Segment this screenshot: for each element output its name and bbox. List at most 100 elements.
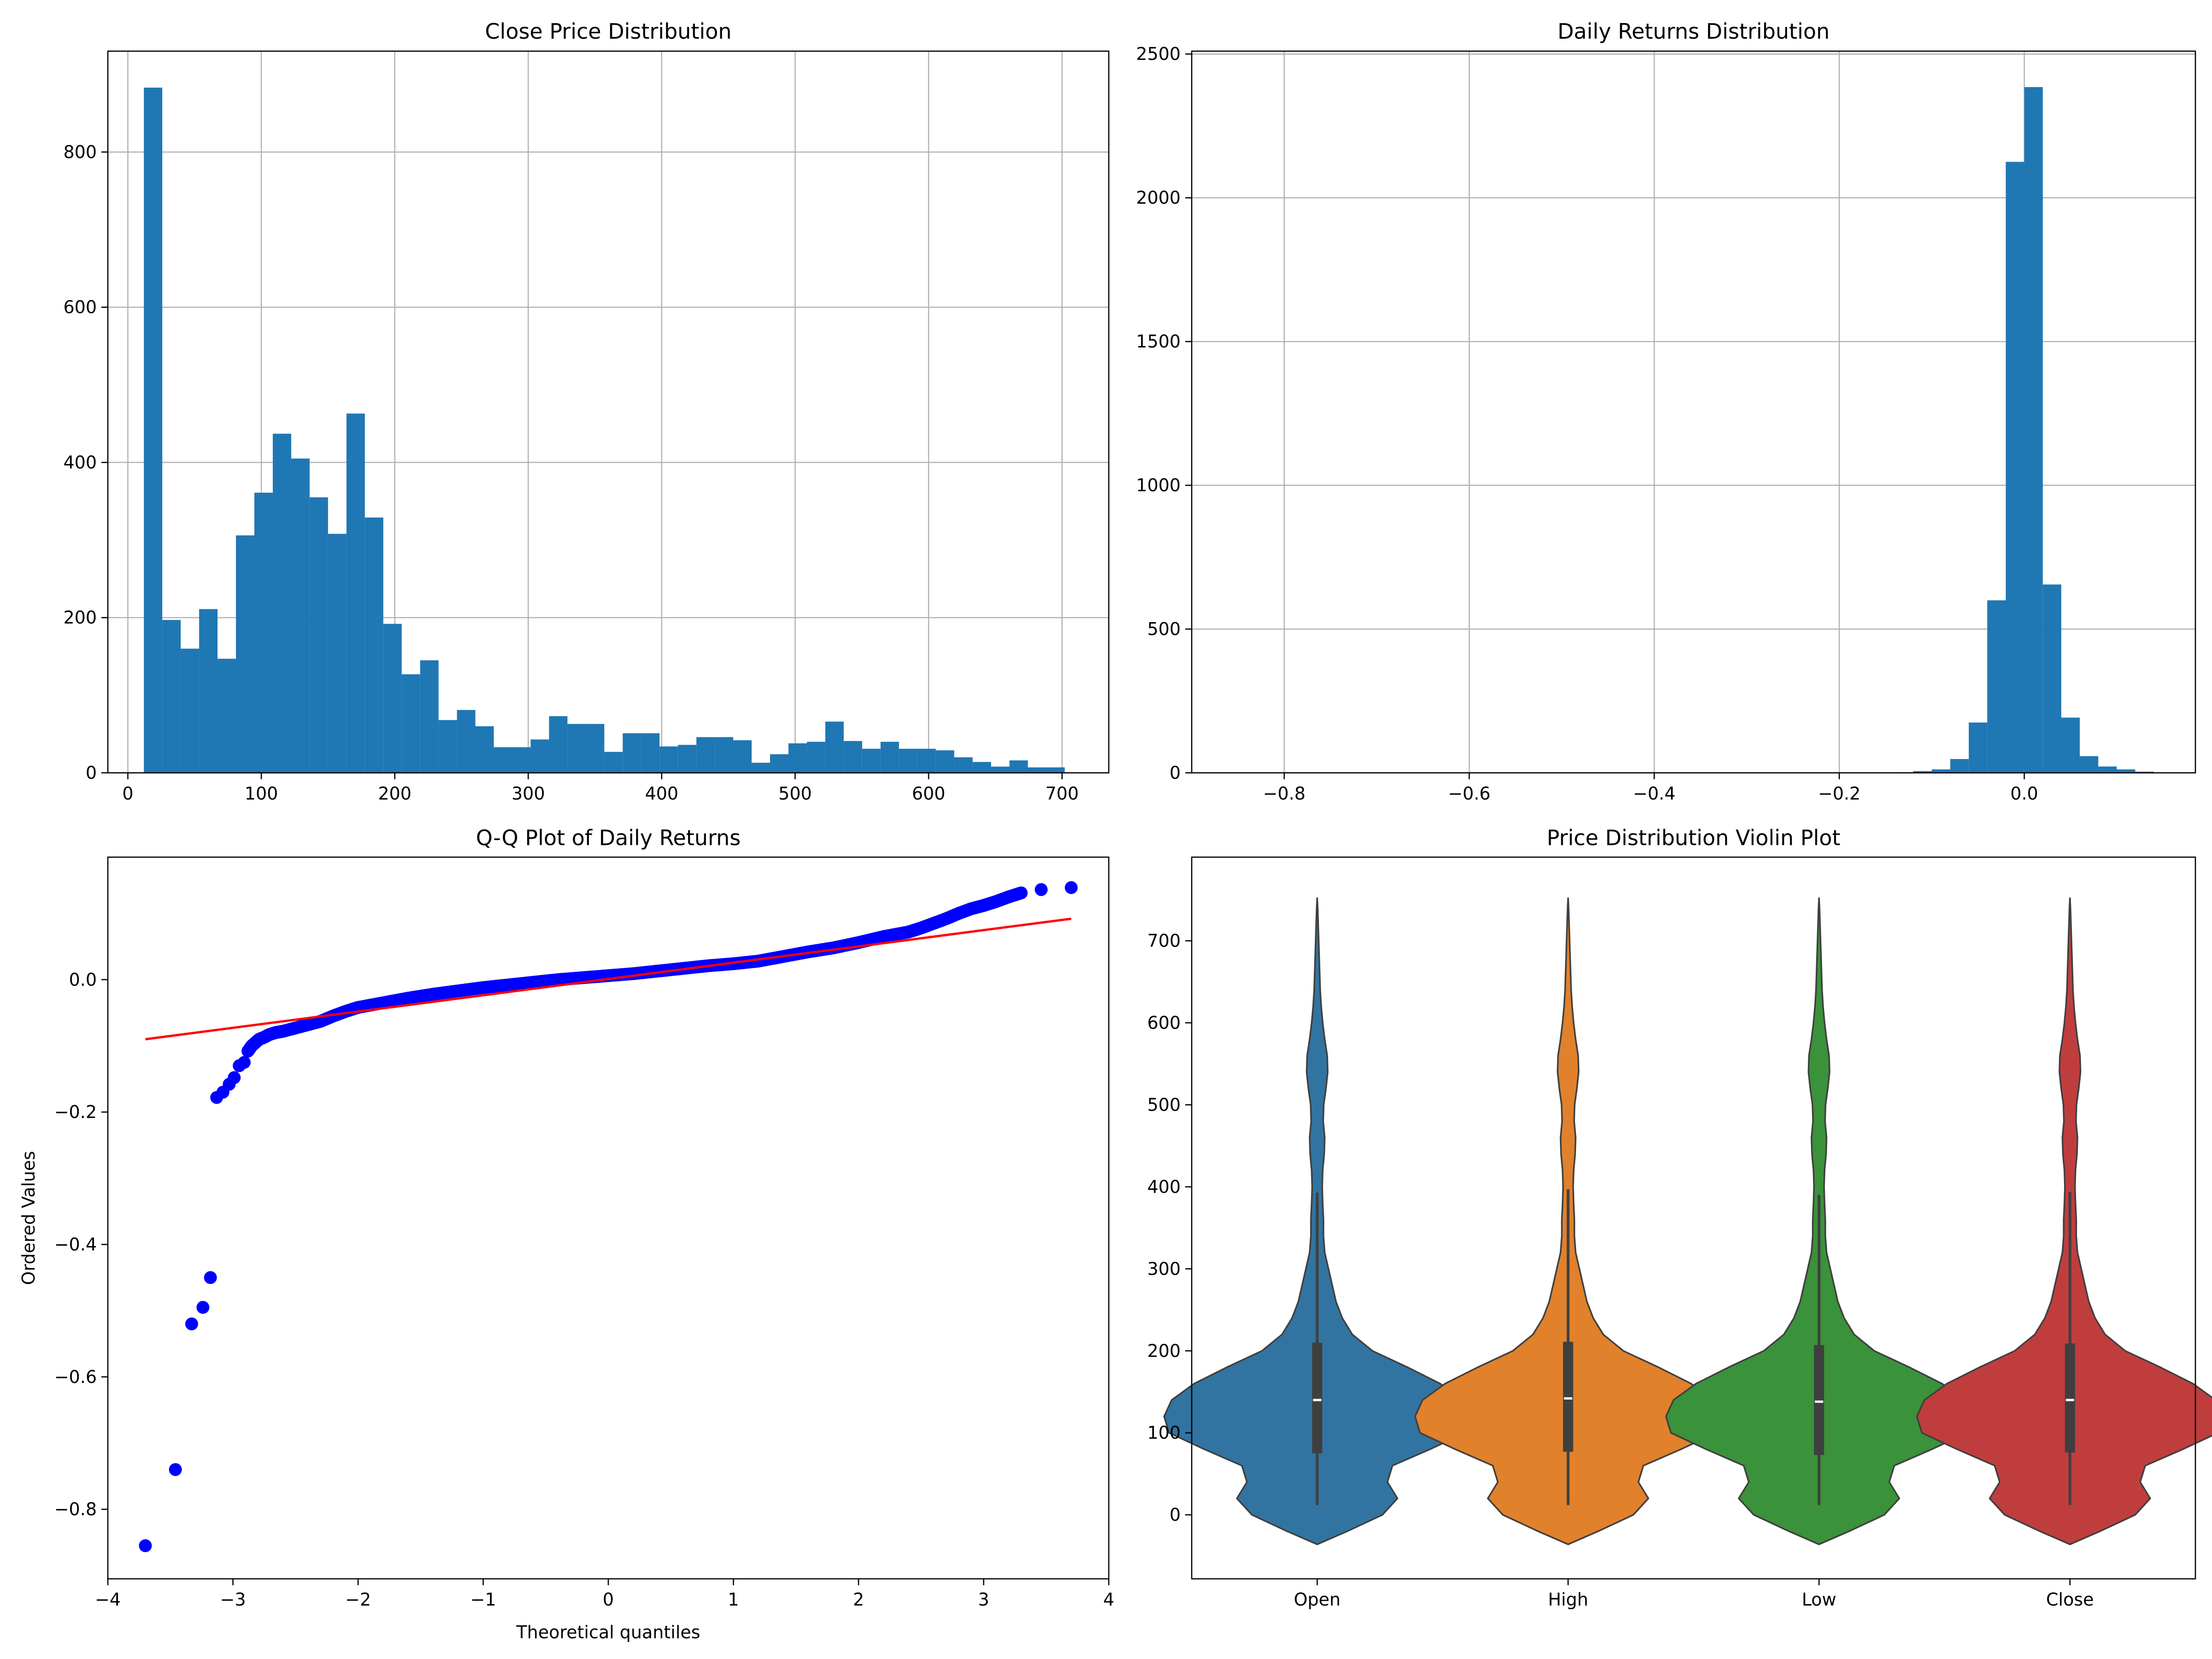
histogram-bar	[880, 741, 899, 773]
y-tick-label: 2000	[1136, 188, 1181, 208]
histogram-bar	[1987, 600, 2006, 773]
plot-frame	[1191, 50, 2196, 774]
x-tick-label: 100	[245, 783, 278, 804]
y-tick-label: 400	[63, 452, 97, 472]
histogram-bar	[365, 518, 383, 773]
histogram-bar	[383, 624, 402, 773]
histogram-bar	[659, 746, 678, 773]
histogram-bar	[494, 747, 512, 773]
histogram-bar	[1028, 767, 1047, 773]
y-tick-label: −0.8	[54, 1499, 97, 1519]
x-axis-label: Theoretical quantiles	[516, 1622, 700, 1642]
histogram-bar	[254, 493, 273, 773]
histogram-bar	[457, 710, 476, 773]
histogram-bar	[917, 748, 936, 773]
histogram-bar	[567, 724, 586, 773]
y-axis-label: Ordered Values	[18, 1151, 39, 1285]
qq-point	[1014, 886, 1028, 900]
y-tick-label: 0	[1170, 763, 1181, 783]
y-tick-label: 600	[63, 297, 97, 318]
x-tick-label: 2	[853, 1589, 864, 1610]
histogram-bar	[162, 620, 181, 773]
y-tick-label: −0.6	[54, 1367, 97, 1387]
y-tick-label: 2500	[1136, 44, 1181, 64]
y-tick-label: 0.0	[69, 970, 97, 990]
x-tick-label: −0.6	[1448, 783, 1490, 804]
histogram-bar	[623, 733, 641, 773]
x-tick-label: 1	[728, 1589, 739, 1610]
histogram-bar	[788, 743, 807, 773]
x-tick-label: −2	[345, 1589, 371, 1610]
violin-iqr-box	[1312, 1342, 1323, 1453]
close-price-histogram: Close Price Distribution 0 100 200 300 400 50…	[63, 19, 1110, 804]
y-tick-label: 0	[1170, 1505, 1181, 1525]
y-tick-label: 1500	[1136, 331, 1181, 352]
histogram-bar	[935, 750, 954, 773]
histogram-bar	[752, 763, 770, 773]
qq-point	[185, 1317, 198, 1330]
histogram-bar	[641, 733, 660, 773]
y-tick-label: 500	[1147, 1094, 1181, 1115]
y-tick-label: 400	[1147, 1177, 1181, 1197]
y-ticks: 0 500 1000 1500 2000 2500	[1136, 44, 1192, 783]
y-tick-label: 600	[1147, 1012, 1181, 1033]
histogram-bar	[678, 745, 697, 773]
qq-fit-line	[145, 918, 1071, 1041]
histogram-bar	[954, 757, 973, 773]
histogram-bar	[2024, 87, 2043, 773]
histogram-bar	[696, 737, 715, 773]
histogram-bar	[475, 726, 494, 773]
qq-point	[237, 1056, 251, 1069]
bars	[144, 88, 1065, 773]
histogram-bar	[218, 659, 236, 773]
x-tick-label: 4	[1103, 1589, 1114, 1610]
histogram-bar	[972, 762, 991, 773]
chart-title: Price Distribution Violin Plot	[1547, 825, 1840, 850]
x-tick-label: 0	[122, 783, 133, 804]
histogram-bar	[1950, 759, 1969, 773]
x-tick-label: 600	[912, 783, 946, 804]
qq-point	[169, 1463, 182, 1476]
histogram-bar	[586, 724, 605, 773]
y-tick-label: 0	[86, 763, 97, 783]
histogram-bar	[2117, 769, 2136, 773]
x-tick-label: 3	[978, 1589, 989, 1610]
histogram-bar	[272, 434, 291, 773]
histogram-bar	[2006, 162, 2024, 773]
histogram-bar	[1009, 760, 1028, 773]
plot-frame	[1191, 856, 2196, 1580]
y-tick-label: 200	[1147, 1341, 1181, 1361]
histogram-bar	[512, 747, 531, 773]
qq-plot: Q-Q Plot of Daily Returns −4 −3 −2 −1 0 1 2 3 4 …	[18, 825, 1114, 1642]
histogram-bar	[328, 534, 347, 773]
x-tick-label: −0.8	[1263, 783, 1306, 804]
qq-point	[1035, 883, 1048, 896]
violins	[1163, 897, 2212, 1546]
qq-point	[228, 1071, 241, 1084]
y-tick-label: 500	[1147, 619, 1181, 639]
chart-title: Close Price Distribution	[485, 19, 731, 44]
histogram-bar	[144, 88, 163, 773]
histogram-bar	[899, 748, 918, 773]
histogram-bar	[199, 609, 218, 773]
histogram-bar	[991, 766, 1010, 773]
violin-iqr-box	[1814, 1345, 1824, 1455]
y-tick-label: 200	[63, 607, 97, 628]
x-tick-label: −1	[470, 1589, 496, 1610]
histogram-bar	[181, 648, 200, 773]
x-tick-label: 400	[645, 783, 679, 804]
histogram-bar	[715, 737, 734, 773]
price-violin-plot: Price Distribution Violin Plot Open High L…	[1147, 825, 2212, 1610]
plot-frame	[107, 50, 1110, 774]
histogram-bar	[420, 660, 439, 773]
qq-point	[204, 1271, 217, 1284]
histogram-bar	[346, 413, 365, 773]
histogram-bar	[236, 535, 254, 773]
histogram-bar	[401, 674, 420, 773]
histogram-bar	[770, 754, 788, 773]
x-tick-label: 300	[512, 783, 545, 804]
chart-title: Q-Q Plot of Daily Returns	[476, 825, 741, 850]
grid	[108, 51, 1109, 774]
x-ticks: −4 −3 −2 −1 0 1 2 3 4	[95, 1579, 1114, 1610]
